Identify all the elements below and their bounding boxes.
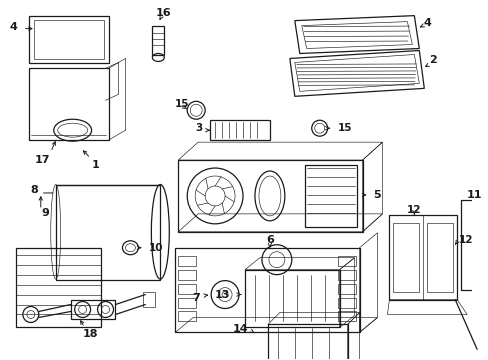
Text: 12: 12 bbox=[406, 205, 421, 215]
Bar bbox=[143, 292, 155, 306]
Bar bbox=[337, 270, 355, 280]
Bar bbox=[34, 20, 103, 59]
Text: 7: 7 bbox=[192, 293, 200, 302]
Text: 15: 15 bbox=[337, 123, 351, 133]
Bar bbox=[175, 248, 359, 332]
Bar bbox=[29, 15, 108, 63]
Text: 6: 6 bbox=[265, 235, 273, 245]
Bar bbox=[16, 248, 101, 328]
Text: 13: 13 bbox=[214, 289, 229, 300]
Text: 8: 8 bbox=[30, 185, 38, 195]
Text: 9: 9 bbox=[42, 208, 50, 218]
Bar bbox=[152, 26, 164, 55]
Bar bbox=[178, 270, 196, 280]
Bar bbox=[304, 165, 356, 227]
Text: 1: 1 bbox=[92, 160, 99, 170]
Bar bbox=[29, 68, 108, 140]
Bar bbox=[178, 256, 196, 266]
Bar bbox=[337, 298, 355, 307]
Bar bbox=[337, 256, 355, 266]
Text: 14: 14 bbox=[232, 324, 247, 334]
Text: 16: 16 bbox=[155, 8, 171, 18]
Bar bbox=[388, 215, 456, 300]
Text: 11: 11 bbox=[466, 190, 482, 200]
Bar bbox=[178, 284, 196, 293]
Bar bbox=[210, 120, 269, 140]
Bar bbox=[178, 311, 196, 321]
Text: 17: 17 bbox=[35, 155, 50, 165]
Text: 18: 18 bbox=[82, 329, 98, 339]
Text: 3: 3 bbox=[195, 123, 202, 133]
Bar bbox=[244, 270, 339, 328]
Text: 10: 10 bbox=[148, 243, 163, 253]
Text: 2: 2 bbox=[428, 55, 436, 66]
Text: 4: 4 bbox=[10, 22, 18, 32]
Text: 15: 15 bbox=[175, 99, 189, 109]
Bar bbox=[393, 223, 419, 292]
Text: 12: 12 bbox=[458, 235, 473, 245]
Text: 5: 5 bbox=[373, 190, 380, 200]
Text: 4: 4 bbox=[423, 18, 430, 28]
Bar bbox=[337, 311, 355, 321]
Bar bbox=[427, 223, 452, 292]
Bar bbox=[178, 160, 362, 232]
Bar bbox=[267, 324, 347, 360]
Bar bbox=[56, 185, 160, 280]
Bar bbox=[178, 298, 196, 307]
Bar bbox=[71, 300, 115, 319]
Bar bbox=[337, 284, 355, 293]
